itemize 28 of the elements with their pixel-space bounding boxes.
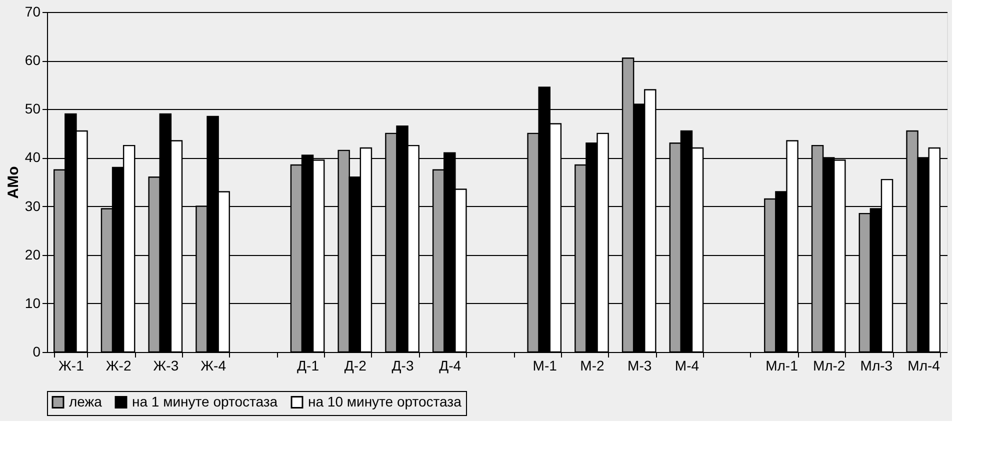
x-tick-label: Ж-3 <box>153 358 179 374</box>
y-tick-label: 0 <box>32 344 41 360</box>
x-tick-label: М-3 <box>628 358 652 374</box>
x-tick-label: Мл-1 <box>766 358 798 374</box>
x-tick-label: Мл-2 <box>812 358 846 374</box>
legend-label: на 1 минуте ортостаза <box>132 393 278 410</box>
y-tick-label: 20 <box>24 246 41 262</box>
legend-label: лежа <box>69 393 102 410</box>
x-tick-label: Ж-4 <box>200 358 226 374</box>
x-tick-label: Д-4 <box>439 358 462 374</box>
y-tick-label: 50 <box>24 100 41 117</box>
x-tick-label: Д-3 <box>392 358 414 374</box>
x-tick-label: Ж-2 <box>106 358 132 374</box>
y-tick-label: 70 <box>24 4 41 20</box>
y-tick-label: 40 <box>24 149 41 166</box>
x-tick-label: Мл-4 <box>908 358 940 374</box>
x-tick-label: Мл-3 <box>860 358 893 374</box>
x-tick-label: М-4 <box>674 358 700 374</box>
x-tick-label: Д-1 <box>297 358 320 374</box>
x-tick-label: Ж-1 <box>58 358 84 374</box>
legend-label: на 10 минуте ортостаза <box>308 393 462 410</box>
x-tick-label: М-2 <box>580 358 604 374</box>
y-axis-title: АМо <box>4 166 22 199</box>
y-tick-label: 10 <box>24 294 41 311</box>
y-tick-label: 30 <box>24 198 41 214</box>
x-tick-label: Д-2 <box>344 358 367 374</box>
x-tick-label: М-1 <box>532 358 558 374</box>
y-tick-label: 60 <box>24 52 41 68</box>
